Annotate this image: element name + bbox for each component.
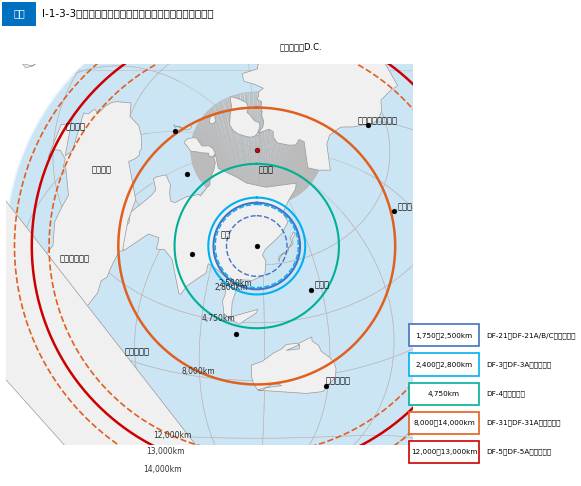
Text: 14,000km: 14,000km [143, 465, 181, 473]
Polygon shape [209, 115, 216, 124]
Text: 図表: 図表 [13, 9, 25, 18]
Text: ジャカルタ: ジャカルタ [125, 347, 150, 357]
Polygon shape [174, 124, 192, 130]
Text: サンフランシスコ: サンフランシスコ [357, 116, 397, 125]
Text: 13,000km: 13,000km [146, 447, 185, 456]
Text: 2,500km: 2,500km [218, 279, 252, 288]
Text: 8,000km: 8,000km [181, 367, 215, 376]
Text: 北京: 北京 [220, 230, 230, 239]
Text: キャンベラ: キャンベラ [325, 377, 350, 385]
Polygon shape [279, 232, 295, 261]
Bar [409, 412, 479, 434]
Text: モスクワ: モスクワ [91, 165, 111, 174]
Text: 1,750～2,500km: 1,750～2,500km [415, 332, 472, 339]
Polygon shape [6, 0, 508, 486]
Text: 2,800km: 2,800km [214, 282, 248, 292]
Polygon shape [41, 102, 142, 348]
Text: ロンドン: ロンドン [66, 122, 86, 131]
Bar [409, 353, 479, 376]
Polygon shape [242, 36, 397, 170]
Text: 4,750km: 4,750km [201, 314, 235, 323]
Bar [409, 441, 479, 463]
Text: 12,000～13,000km: 12,000～13,000km [411, 449, 477, 455]
Polygon shape [252, 337, 336, 394]
Text: 2,400～2,800km: 2,400～2,800km [415, 361, 472, 368]
Text: DF-31、DF-31Aの最大射程: DF-31、DF-31Aの最大射程 [486, 419, 561, 426]
Text: ワシントンD.C.: ワシントンD.C. [280, 43, 322, 52]
Text: ニューデリー: ニューデリー [60, 254, 90, 263]
Bar [409, 382, 479, 405]
Text: ハワイ: ハワイ [397, 202, 413, 211]
Polygon shape [0, 0, 345, 486]
Bar [409, 324, 479, 347]
Text: グアム: グアム [315, 280, 330, 290]
Text: I-1-3-3　中国（北京）を中心とする弾道ミサイルの射程: I-1-3-3 中国（北京）を中心とする弾道ミサイルの射程 [42, 9, 214, 18]
Polygon shape [185, 138, 215, 156]
Bar [2, 1, 36, 27]
Polygon shape [229, 97, 260, 137]
Text: DF-4の最大射程: DF-4の最大射程 [486, 390, 525, 397]
Polygon shape [121, 155, 296, 324]
Text: DF-5、DF-5Aの最大射程: DF-5、DF-5Aの最大射程 [486, 449, 551, 455]
Text: 北極点: 北極点 [258, 165, 273, 174]
Text: 12,000km: 12,000km [153, 431, 192, 440]
Text: 8,000～14,000km: 8,000～14,000km [413, 419, 475, 426]
Text: DF-21、DF-21A/B/Cの最大射程: DF-21、DF-21A/B/Cの最大射程 [486, 332, 576, 339]
Text: DF-3、DF-3Aの最大射程: DF-3、DF-3Aの最大射程 [486, 361, 551, 368]
Text: 4,750km: 4,750km [428, 391, 460, 397]
